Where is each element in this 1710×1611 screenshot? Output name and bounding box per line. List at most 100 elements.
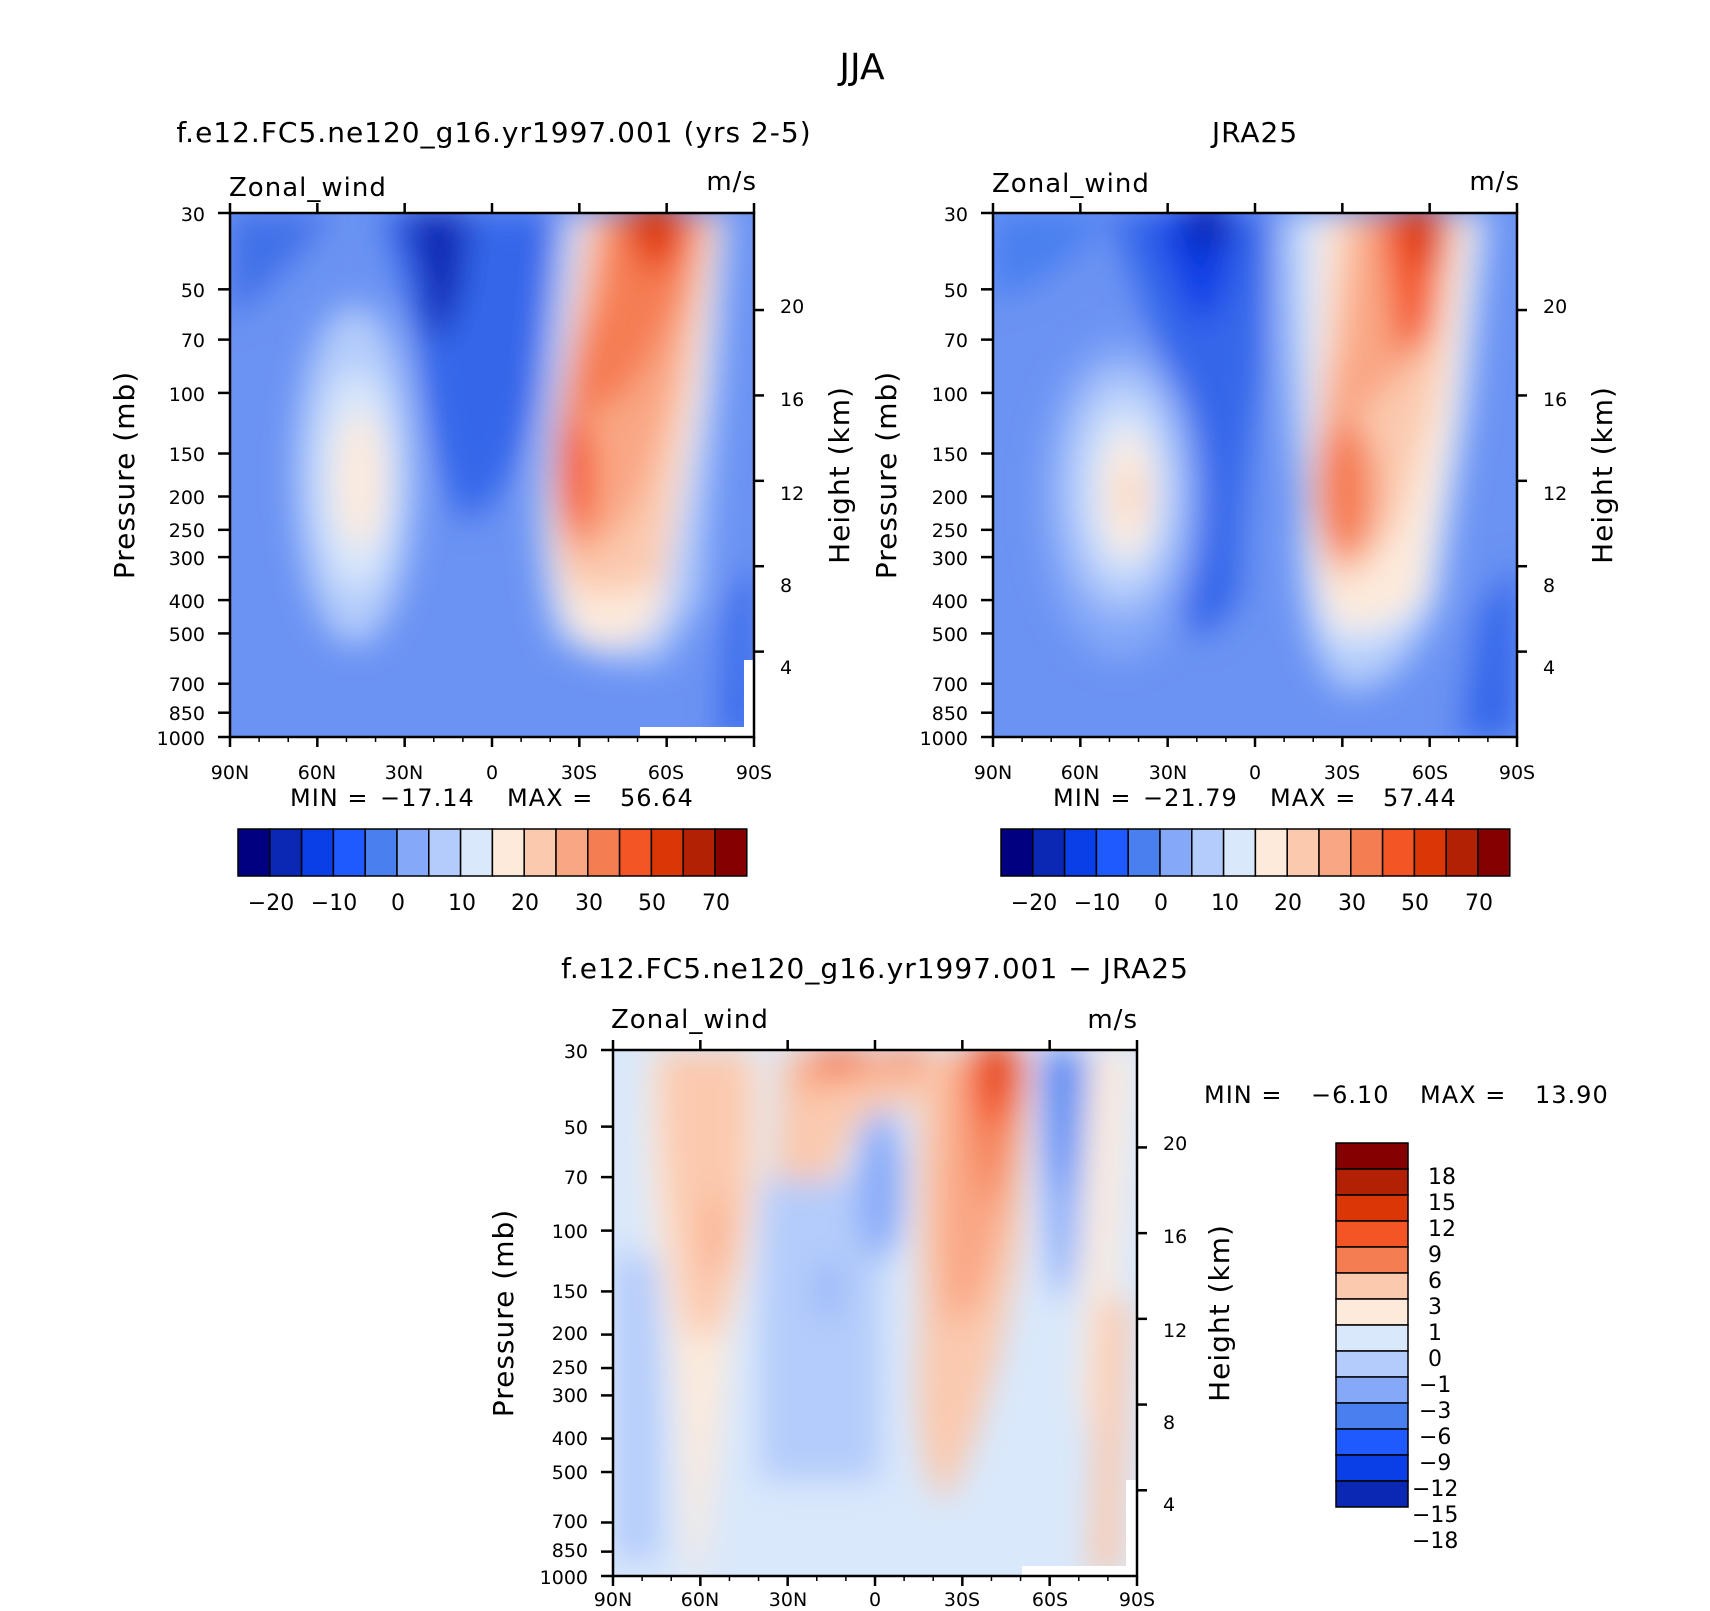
obs-ytick: 30: [944, 204, 968, 226]
diff-ytick: 850: [552, 1540, 588, 1562]
obs-colorbar-label: 0: [1154, 891, 1168, 916]
diff-colorbar-label: 1: [1428, 1321, 1442, 1346]
model-min-value: −17.14: [380, 784, 475, 812]
model-colorbar-label: −20: [248, 891, 294, 916]
obs-ytick: 50: [944, 280, 968, 302]
diff-max-value: 13.90: [1535, 1081, 1609, 1109]
obs-colorbar-swatch: [1350, 828, 1384, 877]
model-xticks: 90N 60N 30N 0 30S 60S 90S: [211, 762, 772, 784]
model-colorbar-swatch: [269, 828, 303, 877]
obs-ytick: 850: [932, 703, 968, 725]
model-ytick: 700: [169, 674, 205, 696]
model-ylabel: Pressure (mb): [108, 371, 141, 579]
model-ylabel-right: Height (km): [823, 386, 856, 564]
model-colorbar-swatch: [332, 828, 366, 877]
diff-height-tick: 4: [1163, 1494, 1175, 1516]
obs-colorbar-swatch: [1000, 828, 1034, 877]
model-panel: f.e12.FC5.ne120_g16.yr1997.001 (yrs 2-5)…: [108, 116, 856, 916]
diff-colorbar-swatch: [1335, 1454, 1409, 1482]
obs-max-label: MAX =: [1270, 784, 1356, 812]
model-colorbar-swatch: [555, 828, 589, 877]
obs-colorbar-swatch: [1254, 828, 1288, 877]
model-colorbar-swatch: [459, 828, 494, 877]
model-contour-field: [230, 213, 754, 737]
diff-xtick: 30N: [769, 1589, 807, 1611]
model-colorbar-label: 0: [391, 891, 405, 916]
diff-ytick: 300: [552, 1385, 588, 1407]
diff-colorbar-label: −3: [1419, 1399, 1451, 1424]
obs-xtick: 30S: [1324, 762, 1360, 784]
obs-colorbar-label: 30: [1338, 891, 1366, 916]
model-colorbar-labels: −20 −10 0 10 20 30 50 70: [248, 891, 730, 916]
obs-xtick: 90S: [1499, 762, 1535, 784]
obs-colorbar-swatch: [1318, 828, 1352, 877]
obs-yticks: 30 50 70 100 150 200 250 300 400 500 700…: [920, 204, 968, 750]
diff-min-value: −6.10: [1311, 1081, 1390, 1109]
model-yticks: 30 50 70 100 150 200 250 300 400 500 700…: [157, 204, 205, 750]
model-max-label: MAX =: [507, 784, 593, 812]
diff-yticks: 30 50 70 100 150 200 250 300 400 500 700…: [540, 1041, 588, 1589]
model-height-tick: 16: [780, 389, 804, 411]
model-ytick: 30: [181, 204, 205, 226]
diff-ytick: 500: [552, 1462, 588, 1484]
model-colorbar-swatch: [523, 828, 557, 877]
diff-colorbar-swatch: [1335, 1246, 1409, 1274]
diff-colorbar-labels: 18 15 12 9 6 3 1 0 −1 −3 −6 −9 −12 −15 −…: [1412, 1165, 1458, 1554]
diff-colorbar-label: −12: [1412, 1477, 1458, 1502]
obs-ytick: 1000: [920, 728, 968, 750]
model-min-label: MIN =: [290, 784, 368, 812]
model-height-tick: 8: [780, 575, 792, 597]
diff-colorbar-swatch: [1335, 1324, 1409, 1352]
diff-height-tick: 8: [1163, 1412, 1175, 1434]
diff-colorbar-swatch: [1335, 1376, 1409, 1404]
model-colorbar-swatch: [618, 828, 653, 877]
obs-colorbar-swatch: [1286, 828, 1320, 877]
diff-variable-label: Zonal_wind: [611, 1005, 769, 1035]
obs-colorbar-swatch: [1063, 828, 1098, 877]
model-colorbar-label: 10: [448, 891, 476, 916]
obs-max-value: 57.44: [1383, 784, 1457, 812]
obs-height-ticks: 4 8 12 16 20: [1543, 296, 1567, 679]
obs-xtick: 30N: [1149, 762, 1187, 784]
obs-xticks: 90N 60N 30N 0 30S 60S 90S: [974, 762, 1535, 784]
diff-colorbar-swatch: [1335, 1428, 1409, 1456]
obs-colorbar-swatch: [1127, 828, 1161, 877]
obs-ytick: 70: [944, 330, 968, 352]
diff-colorbar-label: 9: [1428, 1243, 1442, 1268]
diff-colorbar-label: 3: [1428, 1295, 1442, 1320]
diff-contour-field: [613, 1050, 1137, 1576]
diff-xticks: 90N 60N 30N 0 30S 60S 90S: [594, 1589, 1155, 1611]
diff-ytick: 1000: [540, 1567, 588, 1589]
diff-height-ticks: 4 8 12 16 20: [1163, 1133, 1187, 1516]
diff-xtick: 60N: [681, 1589, 719, 1611]
diff-colorbar-label: −6: [1419, 1425, 1451, 1450]
model-ytick: 100: [169, 384, 205, 406]
model-colorbar-label: 20: [511, 891, 539, 916]
model-height-ticks: 4 8 12 16 20: [780, 296, 804, 679]
obs-ylabel: Pressure (mb): [870, 371, 903, 579]
obs-colorbar-swatch: [1445, 828, 1479, 877]
obs-colorbar-swatch: [1159, 828, 1193, 877]
model-colorbar: [237, 828, 748, 877]
obs-colorbar-label: −20: [1011, 891, 1057, 916]
obs-colorbar-swatch: [1095, 828, 1129, 877]
diff-height-tick: 16: [1163, 1226, 1187, 1248]
model-ytick: 400: [169, 591, 205, 613]
model-colorbar-swatch: [491, 828, 525, 877]
diff-xtick: 90S: [1119, 1589, 1155, 1611]
diff-colorbar-swatch: [1335, 1168, 1409, 1196]
obs-colorbar-swatch: [1381, 828, 1416, 877]
diff-colorbar-label: 15: [1428, 1191, 1456, 1216]
model-colorbar-label: −10: [311, 891, 357, 916]
obs-xtick: 60S: [1412, 762, 1448, 784]
diff-colorbar-label: −15: [1412, 1503, 1458, 1528]
figure-title: JJA: [837, 47, 885, 88]
obs-height-tick: 4: [1543, 657, 1555, 679]
obs-min-label: MIN =: [1053, 784, 1131, 812]
obs-title: JRA25: [1210, 116, 1298, 149]
model-xtick: 30S: [561, 762, 597, 784]
diff-max-label: MAX =: [1420, 1081, 1506, 1109]
obs-height-tick: 20: [1543, 296, 1567, 318]
diff-ylabel-right: Height (km): [1203, 1224, 1236, 1402]
obs-ytick: 250: [932, 520, 968, 542]
